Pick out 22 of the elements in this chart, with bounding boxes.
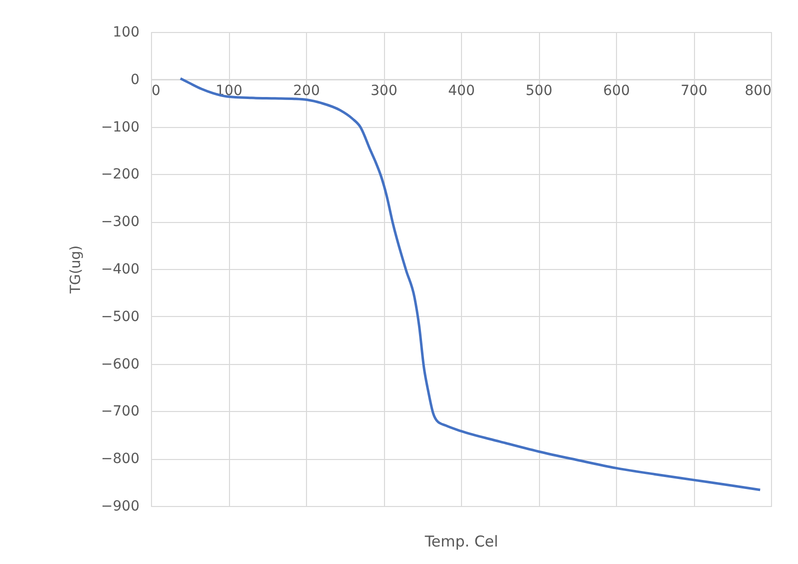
x-tick-label: 700	[680, 82, 708, 99]
y-tick-label: 100	[112, 24, 140, 40]
x-tick-label: 300	[370, 82, 398, 99]
y-tick-label: −700	[101, 404, 140, 420]
y-tick-label: 0	[130, 72, 140, 88]
y-tick-label: −900	[101, 498, 140, 514]
x-axis-title: Temp. Cel	[424, 532, 498, 550]
y-tick-label: −500	[101, 308, 140, 325]
x-tick-label: 800	[744, 82, 772, 99]
x-tick-label: 0	[152, 82, 160, 99]
y-tick-label: −200	[101, 166, 140, 183]
y-tick-label: −600	[101, 356, 140, 372]
x-tick-label: 200	[293, 82, 320, 99]
y-tick-label: −100	[101, 119, 140, 136]
x-tick-label: 500	[526, 82, 552, 99]
y-tick-label: −300	[101, 214, 140, 230]
x-tick-label: 400	[448, 82, 475, 99]
x-tick-label: 100	[216, 82, 242, 99]
y-tick-label: −800	[101, 451, 140, 468]
x-tick-label: 600	[603, 82, 630, 99]
y-axis-title: TG(ug)	[68, 245, 84, 295]
y-tick-label: −400	[101, 262, 140, 278]
